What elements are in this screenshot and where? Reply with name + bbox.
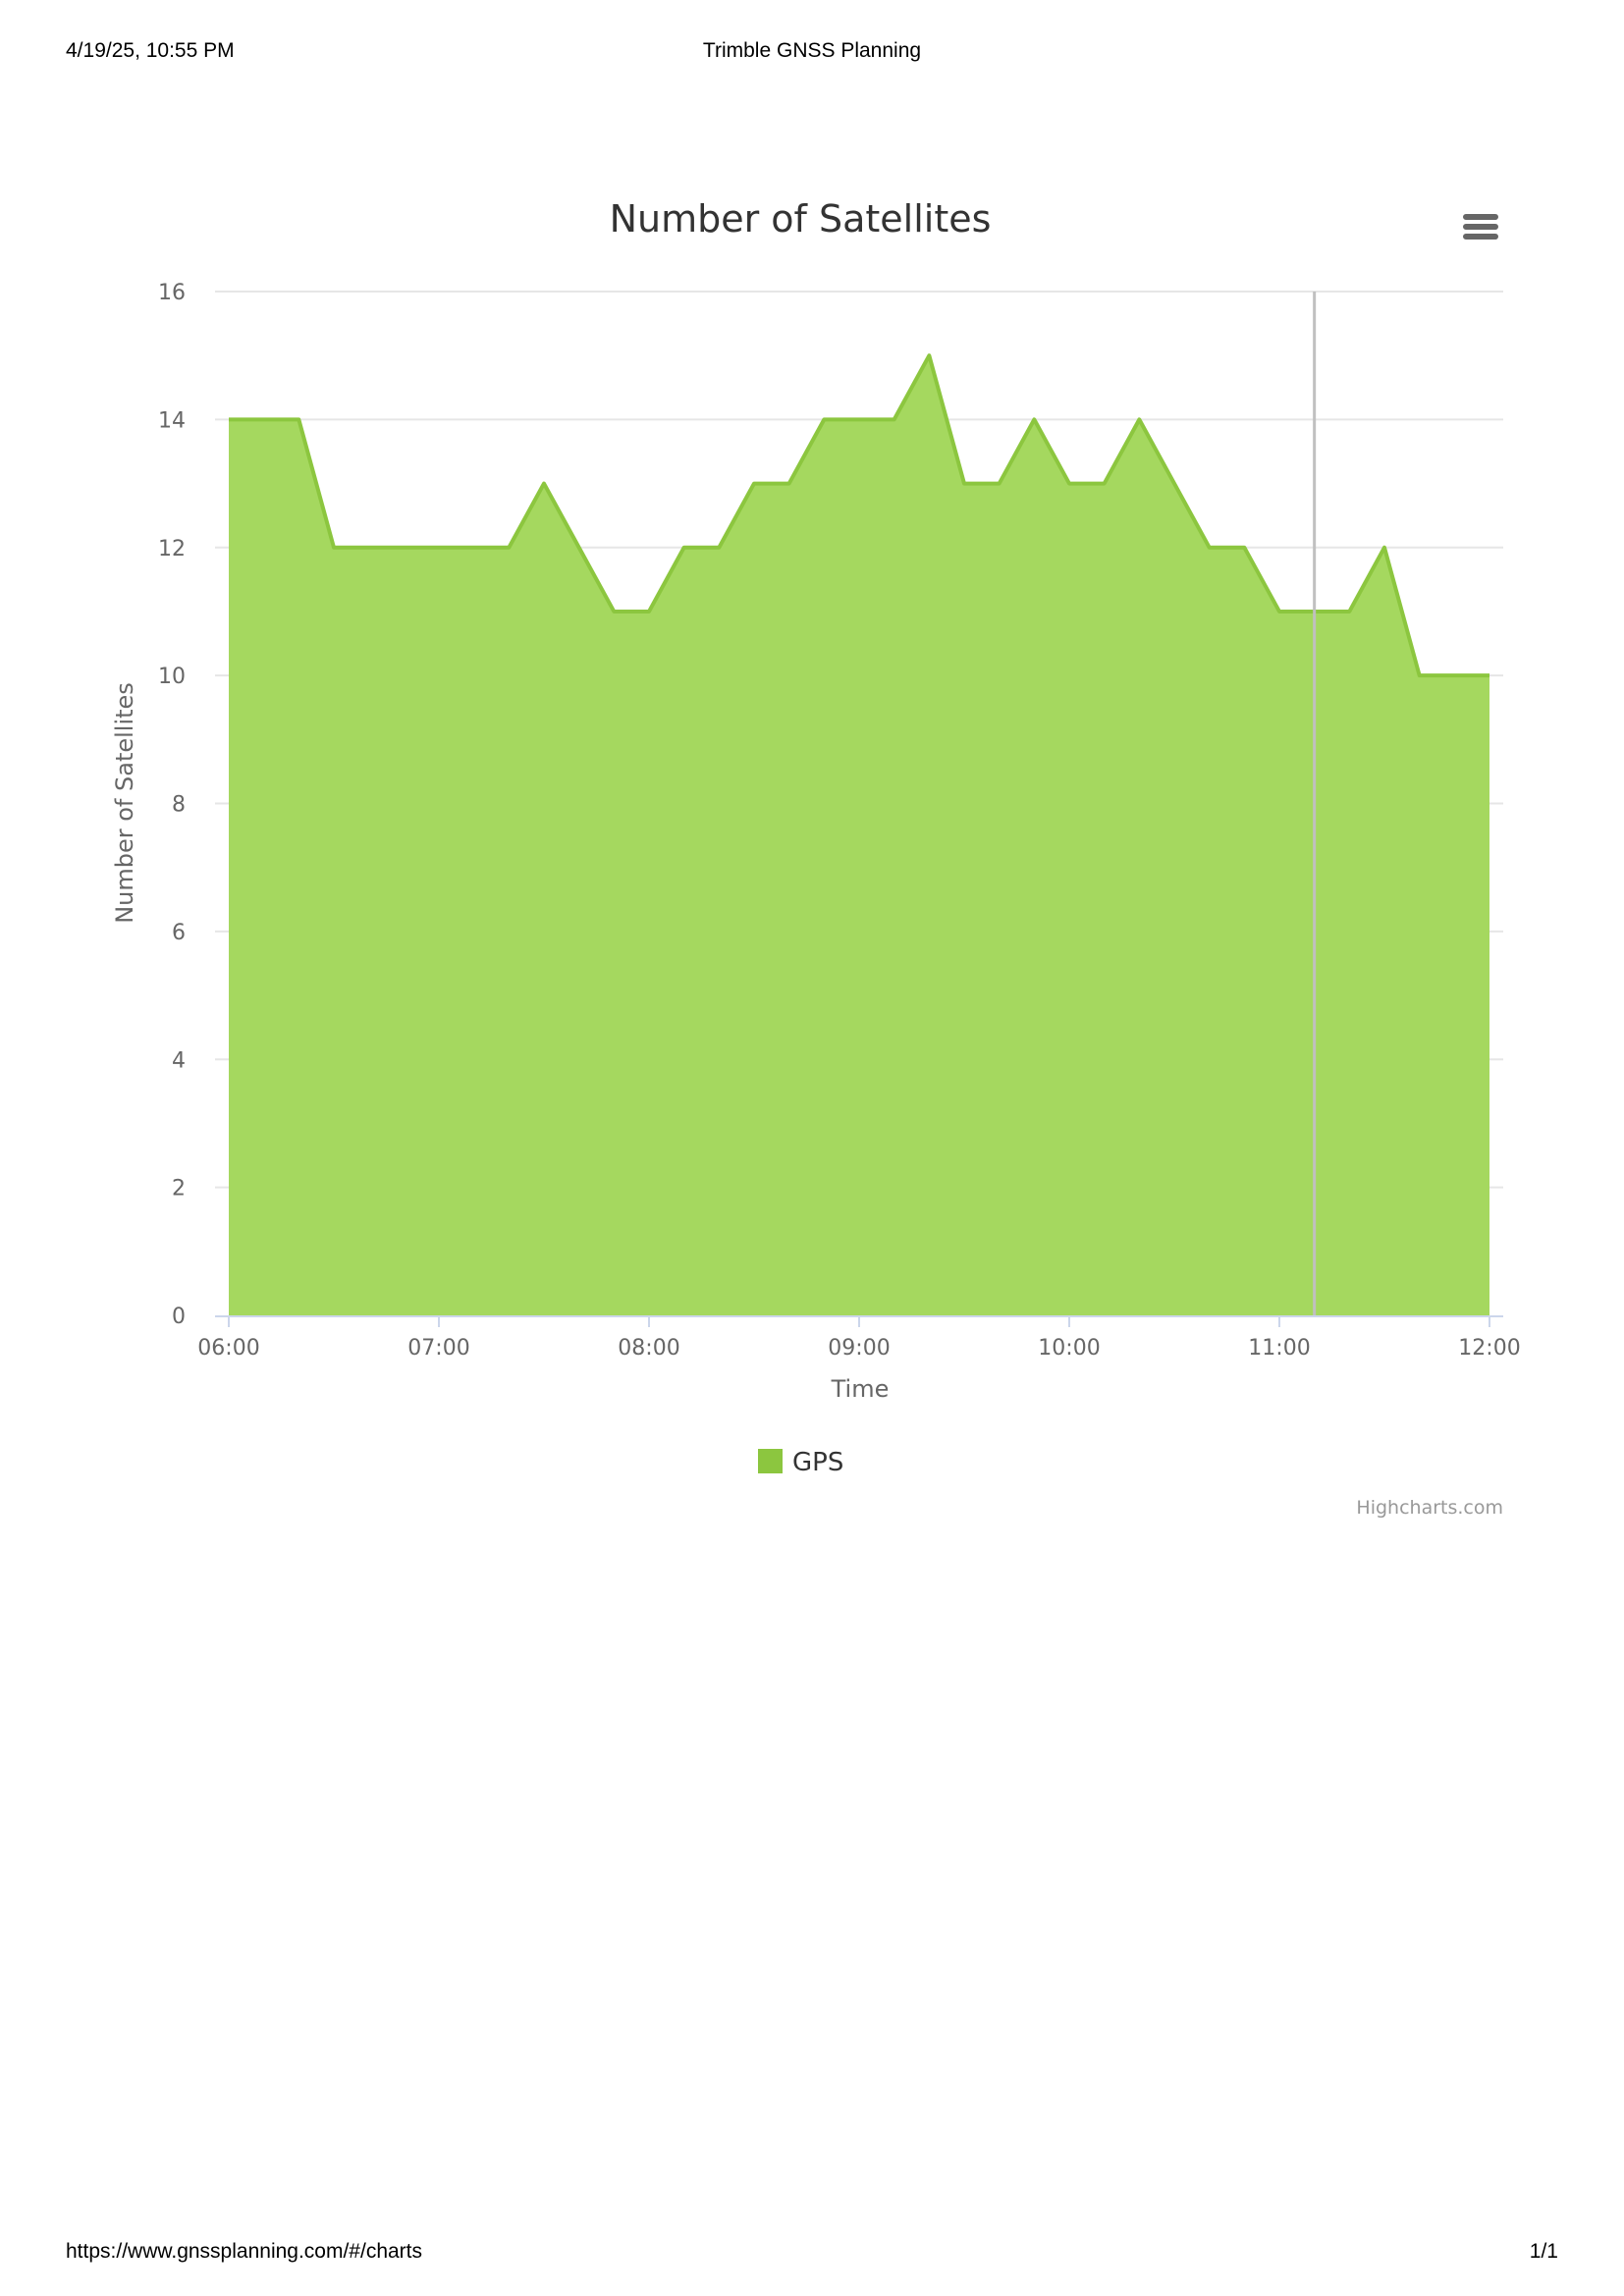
hamburger-bar-bottom (1463, 234, 1498, 240)
x-tick-label: 11:00 (1248, 1336, 1310, 1361)
y-tick-label: 16 (158, 281, 186, 305)
y-tick-label: 10 (158, 665, 186, 689)
series-area-gps (229, 355, 1489, 1315)
y-axis-title: Number of Satellites (111, 682, 138, 924)
x-tick-label: 07:00 (407, 1336, 469, 1361)
x-tick-label: 09:00 (828, 1336, 890, 1361)
y-tick-label: 0 (172, 1305, 186, 1329)
print-url: https://www.gnssplanning.com/#/charts (66, 2240, 423, 2263)
axis-layer: 0 2 4 6 8 10 12 14 16 06:00 07:00 08:00 09:00 10:00 11… (158, 281, 1521, 1361)
legend-item-gps[interactable]: GPS (758, 1448, 843, 1477)
legend-swatch (758, 1449, 783, 1473)
y-tick-label: 12 (158, 537, 186, 561)
print-header: 4/19/25, 10:55 PM Trimble GNSS Planning (66, 39, 1558, 69)
print-page-title: Trimble GNSS Planning (702, 39, 922, 62)
chart-menu-button[interactable] (1461, 211, 1500, 244)
y-tick-label: 6 (172, 921, 186, 945)
x-tick-label: 06:00 (197, 1336, 259, 1361)
x-tick-label: 12:00 (1458, 1336, 1520, 1361)
x-tick-label: 08:00 (618, 1336, 679, 1361)
x-axis-title: Time (831, 1375, 890, 1403)
chart-title: Number of Satellites (610, 197, 992, 240)
print-page-count: 1/1 (1529, 2240, 1558, 2263)
credits-link[interactable]: Highcharts.com (1356, 1497, 1503, 1519)
print-datetime: 4/19/25, 10:55 PM (66, 39, 235, 62)
series-line-gps (229, 353, 1489, 678)
legend-label: GPS (792, 1448, 843, 1477)
series-area-layer (229, 353, 1489, 1315)
hamburger-bar-top (1463, 214, 1498, 220)
y-tick-label: 2 (172, 1177, 186, 1201)
print-footer: https://www.gnssplanning.com/#/charts 1/… (66, 2240, 1558, 2269)
y-tick-label: 4 (172, 1048, 186, 1073)
hamburger-bar-middle (1463, 224, 1498, 230)
y-tick-label: 8 (172, 793, 186, 818)
x-tick-label: 10:00 (1038, 1336, 1100, 1361)
y-tick-label: 14 (158, 408, 186, 433)
